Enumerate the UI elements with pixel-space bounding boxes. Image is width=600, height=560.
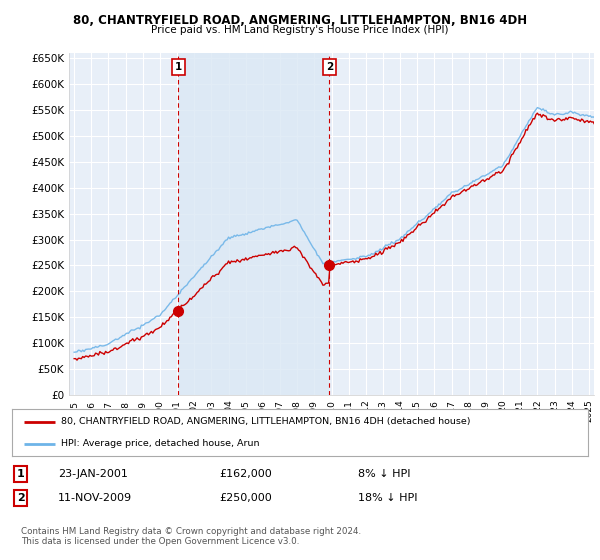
Text: 23-JAN-2001: 23-JAN-2001: [58, 469, 128, 479]
Text: 18% ↓ HPI: 18% ↓ HPI: [358, 493, 417, 503]
Text: 1: 1: [175, 62, 182, 72]
Text: 8% ↓ HPI: 8% ↓ HPI: [358, 469, 410, 479]
Text: £162,000: £162,000: [220, 469, 272, 479]
Text: Contains HM Land Registry data © Crown copyright and database right 2024.
This d: Contains HM Land Registry data © Crown c…: [20, 527, 361, 547]
Text: £250,000: £250,000: [220, 493, 272, 503]
Text: 2: 2: [17, 493, 25, 503]
Text: 11-NOV-2009: 11-NOV-2009: [58, 493, 132, 503]
Text: HPI: Average price, detached house, Arun: HPI: Average price, detached house, Arun: [61, 439, 259, 448]
Text: 80, CHANTRYFIELD ROAD, ANGMERING, LITTLEHAMPTON, BN16 4DH (detached house): 80, CHANTRYFIELD ROAD, ANGMERING, LITTLE…: [61, 417, 470, 426]
Bar: [178, 53, 329, 395]
Text: 2: 2: [326, 62, 333, 72]
Text: Price paid vs. HM Land Registry's House Price Index (HPI): Price paid vs. HM Land Registry's House …: [151, 25, 449, 35]
Text: 80, CHANTRYFIELD ROAD, ANGMERING, LITTLEHAMPTON, BN16 4DH: 80, CHANTRYFIELD ROAD, ANGMERING, LITTLE…: [73, 14, 527, 27]
Text: 1: 1: [17, 469, 25, 479]
